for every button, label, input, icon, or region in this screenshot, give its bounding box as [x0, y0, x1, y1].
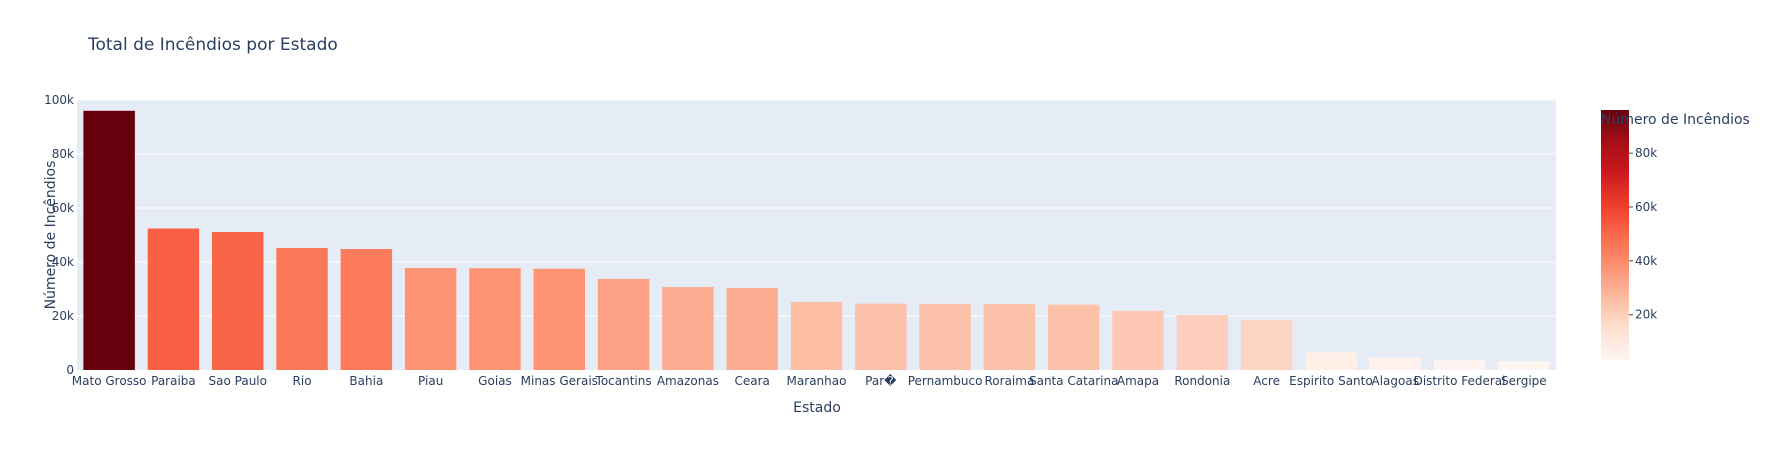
bar — [212, 232, 264, 370]
y-tick-label: 80k — [52, 147, 74, 161]
x-tick-label: Amapa — [1117, 374, 1159, 388]
x-axis-label: Estado — [793, 400, 841, 416]
x-tick-label: Espirito Santo — [1289, 374, 1373, 388]
y-axis-label: Número de Incêndios — [43, 161, 59, 310]
bar — [1433, 360, 1486, 370]
x-tick-label: Roraima — [985, 374, 1035, 388]
x-tick-label: Rondonia — [1174, 374, 1230, 388]
bar — [147, 228, 200, 370]
bar — [726, 287, 778, 370]
x-tick-label: Acre — [1253, 374, 1280, 388]
x-tick-label: Ceara — [734, 374, 769, 388]
colorbar-tick-label: 60k — [1635, 200, 1657, 214]
x-tick-label: Mato Grosso — [72, 374, 147, 388]
bar — [1176, 315, 1229, 370]
bar — [662, 287, 714, 370]
x-tick-label: Par� — [865, 374, 897, 388]
bar — [404, 267, 457, 370]
x-tick-label: Paraiba — [151, 374, 196, 388]
y-tick-label: 100k — [44, 93, 74, 107]
bars — [83, 110, 1550, 371]
x-tick-label: Minas Gerais — [521, 374, 598, 388]
x-tick-label: Goias — [478, 374, 512, 388]
bar — [1369, 357, 1421, 370]
bar — [340, 249, 393, 370]
x-tick-label: Sao Paulo — [209, 374, 267, 388]
x-tick-label: Distrito Federal — [1414, 374, 1506, 388]
bar — [855, 303, 907, 370]
bar — [919, 303, 971, 370]
colorbar-title: Número de Incêndios — [1601, 112, 1750, 128]
y-tick-label: 20k — [52, 309, 74, 323]
bar — [1305, 352, 1357, 370]
bar — [469, 268, 521, 370]
chart-title: Total de Incêndios por Estado — [87, 35, 338, 55]
y-tick-label: 0 — [66, 363, 74, 377]
x-tick-label: Rio — [293, 374, 312, 388]
bar — [1112, 310, 1164, 370]
bar — [1047, 304, 1100, 370]
colorbar-ticks: 20k 40k 60k 80k — [1629, 146, 1657, 322]
bar — [533, 268, 586, 370]
x-tick-label: Sergipe — [1501, 374, 1547, 388]
x-tick-label: Maranhao — [787, 374, 847, 388]
bar — [1240, 320, 1293, 370]
colorbar-tick-label: 20k — [1635, 308, 1657, 322]
x-tick-label: Santa Catarina — [1029, 374, 1118, 388]
x-tick-label: Piau — [418, 374, 443, 388]
colorbar-tick-label: 40k — [1635, 254, 1657, 268]
bar — [83, 110, 135, 371]
bar — [1498, 361, 1550, 370]
bar — [276, 247, 328, 370]
bar — [983, 304, 1036, 370]
colorbar-tick-label: 80k — [1635, 146, 1657, 160]
bar — [597, 279, 650, 370]
y-tick-label: 40k — [52, 255, 74, 269]
x-tick-label: Tocantins — [595, 374, 652, 388]
x-tick-label: Amazonas — [657, 374, 719, 388]
x-tick-label: Bahia — [349, 374, 383, 388]
x-axis-ticks: Mato Grosso Paraiba Sao Paulo Rio Bahia Piau G… — [72, 374, 1547, 388]
bar — [790, 301, 843, 370]
x-tick-label: Pernambuco — [908, 374, 983, 388]
y-tick-label: 60k — [52, 201, 74, 215]
y-axis-ticks: 0 20k 40k 60k 80k 100k — [44, 93, 74, 377]
x-tick-label: Alagoas — [1372, 374, 1419, 388]
colorbar — [1601, 110, 1629, 360]
